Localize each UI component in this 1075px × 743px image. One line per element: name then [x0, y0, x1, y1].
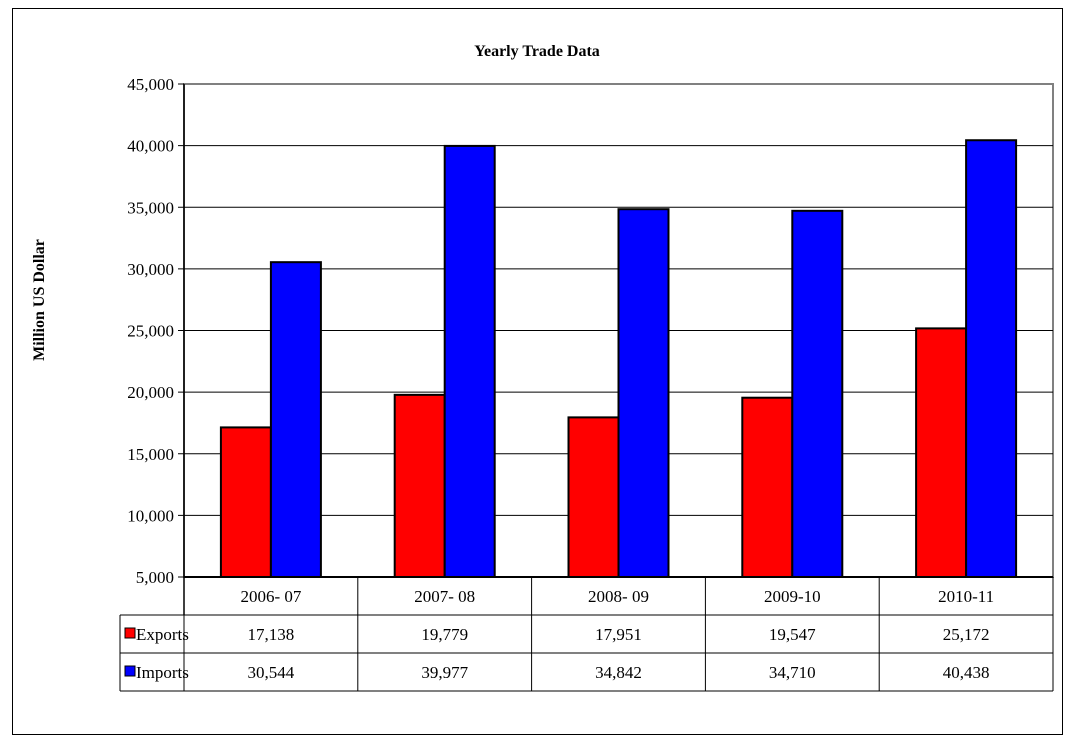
axes [178, 83, 1053, 615]
bar-imports [443, 144, 496, 578]
y-axis-label: Million US Dollar [31, 239, 48, 361]
bar-exports [741, 396, 794, 578]
y-tick-label: 10,000 [127, 506, 174, 525]
bar-imports [269, 261, 322, 578]
data-label: 39,977 [421, 663, 468, 682]
bar-imports [617, 208, 670, 578]
y-tick-label: 35,000 [127, 198, 174, 217]
data-label: 19,779 [421, 625, 468, 644]
y-tick-labels: 5,000 10,000 15,000 20,000 25,000 30,000 35,00… [127, 75, 174, 587]
legend-swatch-imports [124, 665, 136, 677]
bars [219, 139, 1018, 579]
chart-title: Yearly Trade Data [474, 43, 600, 60]
data-label: 19,547 [769, 625, 816, 644]
data-label: 17,951 [595, 625, 642, 644]
data-label: 30,544 [248, 663, 295, 682]
y-tick-label: 40,000 [127, 137, 174, 156]
data-label: 25,172 [943, 625, 990, 644]
data-label: 34,842 [595, 663, 642, 682]
legend-swatch-exports [124, 627, 136, 639]
bar-exports [567, 416, 620, 579]
y-tick-label: 25,000 [127, 322, 174, 341]
y-tick-label: 45,000 [127, 75, 174, 94]
x-tick-label: 2007- 08 [414, 587, 475, 606]
bar-exports [219, 426, 272, 578]
x-tick-label: 2006- 07 [240, 587, 301, 606]
y-tick-label: 5,000 [136, 568, 174, 587]
y-tick-label: 15,000 [127, 445, 174, 464]
chart-frame [12, 8, 1063, 735]
x-tick-label: 2008- 09 [588, 587, 649, 606]
data-table: 2006- 07 2007- 08 2008- 09 2009-10 2010-11 Ex… [119, 577, 1054, 692]
x-tick-label: 2009-10 [764, 587, 821, 606]
legend-label-imports: Imports [136, 663, 189, 682]
data-label: 17,138 [248, 625, 295, 644]
bar-exports [915, 327, 968, 578]
bar-imports [791, 209, 844, 578]
bar-exports [393, 393, 446, 578]
legend-label-exports: Exports [136, 625, 189, 644]
bar-imports [965, 139, 1018, 578]
data-label: 34,710 [769, 663, 816, 682]
x-tick-label: 2010-11 [938, 587, 994, 606]
data-label: 40,438 [943, 663, 990, 682]
y-tick-label: 30,000 [127, 260, 174, 279]
y-tick-label: 20,000 [127, 383, 174, 402]
